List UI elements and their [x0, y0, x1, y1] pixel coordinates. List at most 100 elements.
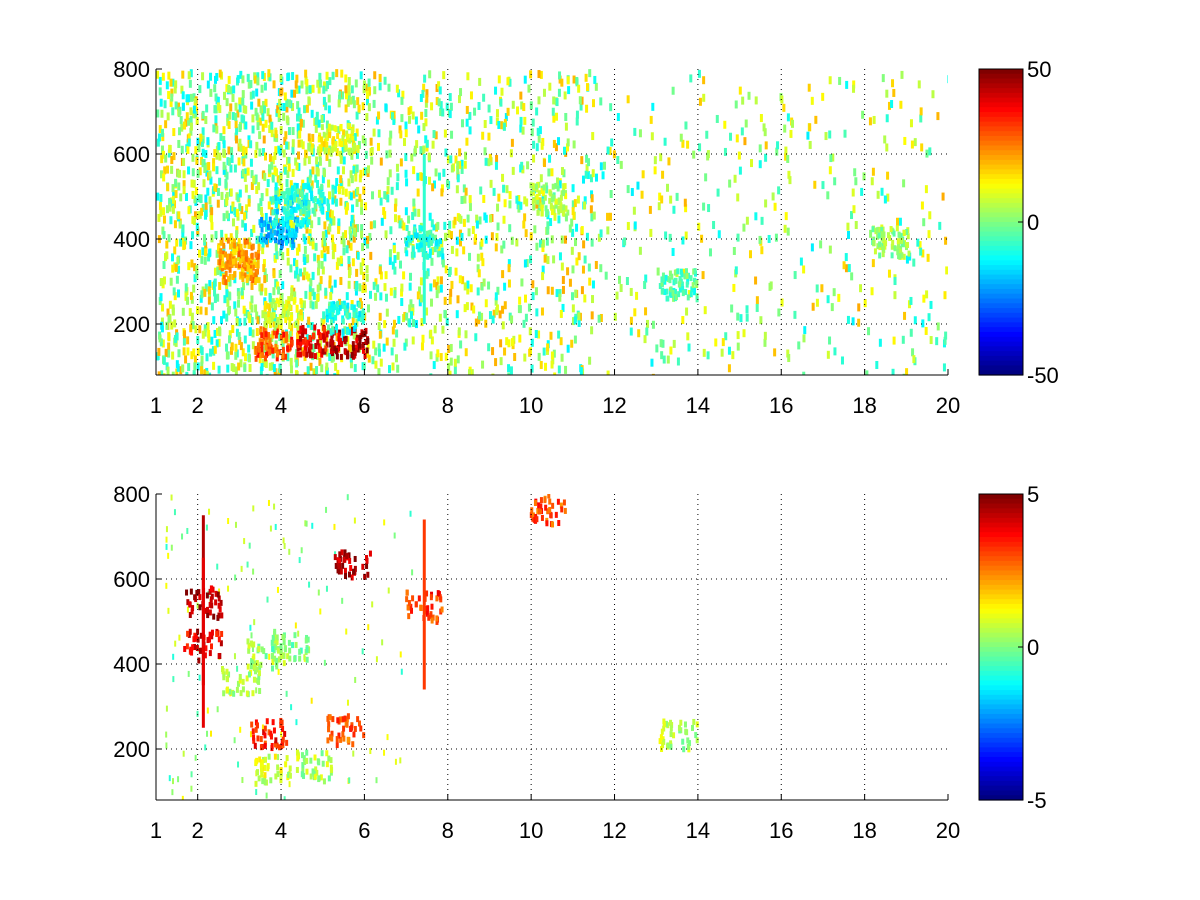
- heatmap-cell: [359, 316, 363, 323]
- heatmap-cell: [388, 149, 392, 158]
- heatmap-cell: [331, 71, 335, 80]
- heatmap-cell: [354, 79, 358, 88]
- heatmap-cell: [549, 512, 553, 519]
- heatmap-cell: [218, 264, 222, 271]
- heatmap-cell: [271, 646, 275, 653]
- heatmap-cell: [416, 291, 420, 300]
- heatmap-cell: [520, 101, 524, 110]
- heatmap-cell: [742, 223, 746, 232]
- heatmap-cell: [290, 293, 294, 302]
- heatmap-cell: [351, 741, 355, 748]
- heatmap-cell: [663, 289, 667, 296]
- heatmap-cell: [242, 115, 246, 124]
- heatmap-cell: [463, 195, 467, 204]
- heatmap-cell: [181, 533, 184, 540]
- heatmap-cell: [649, 115, 653, 124]
- heatmap-cell: [279, 102, 283, 111]
- heatmap-cell: [278, 270, 282, 279]
- heatmap-cell: [859, 284, 863, 293]
- heatmap-cell: [250, 252, 254, 259]
- heatmap-cell: [325, 348, 329, 357]
- heatmap-cell: [230, 147, 234, 156]
- heatmap-cell: [499, 98, 503, 107]
- colorbar-step: [979, 140, 1023, 147]
- heatmap-cell: [415, 232, 419, 239]
- heatmap-cell: [810, 96, 814, 105]
- heatmap-cell: [885, 114, 889, 123]
- heatmap-cell: [359, 297, 363, 306]
- heatmap-cell: [367, 354, 371, 363]
- heatmap-cell: [594, 260, 598, 269]
- heatmap-cell: [672, 339, 676, 348]
- heatmap-cell: [346, 494, 349, 501]
- heatmap-cell: [307, 142, 311, 151]
- heatmap-cell: [723, 147, 727, 156]
- heatmap-cell: [222, 166, 226, 175]
- heatmap-cell: [438, 250, 442, 257]
- heatmap-cell: [287, 99, 291, 108]
- x-tick-label: 2: [192, 818, 204, 843]
- heatmap-cell: [282, 102, 286, 111]
- heatmap-cell: [537, 190, 541, 197]
- heatmap-cell: [277, 754, 280, 761]
- heatmap-cell: [875, 227, 879, 234]
- heatmap-cell: [672, 295, 676, 302]
- heatmap-cell: [232, 690, 236, 697]
- heatmap-cell: [539, 360, 543, 369]
- heatmap-streak: [422, 154, 426, 324]
- heatmap-cell: [571, 184, 575, 193]
- heatmap-cell: [323, 659, 326, 666]
- heatmap-cell: [926, 253, 930, 262]
- heatmap-cell: [280, 240, 284, 247]
- heatmap-cell: [355, 198, 359, 207]
- heatmap-cell: [321, 348, 325, 355]
- colorbar-step: [979, 174, 1023, 180]
- heatmap-cell: [415, 140, 419, 149]
- heatmap-cell: [217, 245, 221, 252]
- heatmap-cell: [668, 277, 672, 284]
- heatmap-cell: [358, 311, 362, 318]
- heatmap-cell: [350, 300, 354, 309]
- heatmap-cell: [402, 271, 406, 280]
- heatmap-cell: [388, 169, 392, 178]
- heatmap-cell: [382, 343, 386, 352]
- heatmap-cell: [247, 354, 251, 363]
- heatmap-cell: [219, 599, 223, 606]
- heatmap-cell: [184, 355, 188, 364]
- heatmap-cell: [389, 130, 393, 139]
- heatmap-cell: [201, 72, 205, 81]
- heatmap-cell: [340, 341, 344, 348]
- heatmap-cell: [343, 549, 347, 556]
- heatmap-cell: [918, 241, 922, 250]
- heatmap-cell: [426, 605, 430, 612]
- heatmap-cell: [217, 365, 221, 374]
- heatmap-cell: [195, 116, 199, 125]
- heatmap-cell: [305, 225, 309, 234]
- heatmap-cell: [243, 364, 247, 373]
- heatmap-cell: [191, 231, 195, 240]
- heatmap-cell: [457, 327, 461, 336]
- heatmap-cell: [275, 328, 279, 335]
- heatmap-cell: [249, 275, 253, 282]
- heatmap-cell: [229, 164, 233, 173]
- heatmap-cell: [260, 346, 264, 353]
- heatmap-cell: [258, 687, 262, 694]
- heatmap-cell: [253, 75, 257, 84]
- heatmap-cell: [391, 362, 395, 371]
- heatmap-cell: [316, 180, 320, 189]
- heatmap-cell: [282, 149, 286, 158]
- heatmap-cell: [215, 125, 219, 134]
- heatmap-cell: [325, 141, 329, 148]
- colorbar-step: [979, 327, 1023, 333]
- heatmap-cell: [669, 719, 673, 726]
- heatmap-cell: [887, 101, 891, 110]
- heatmap-cell: [346, 699, 349, 706]
- heatmap-cell: [525, 258, 529, 267]
- heatmap-cell: [354, 283, 358, 292]
- heatmap-cell: [206, 637, 210, 644]
- heatmap-cell: [361, 257, 365, 266]
- heatmap-cell: [435, 618, 439, 625]
- heatmap-cell: [304, 328, 308, 335]
- heatmap-cell: [226, 237, 230, 244]
- heatmap-cell: [196, 137, 200, 146]
